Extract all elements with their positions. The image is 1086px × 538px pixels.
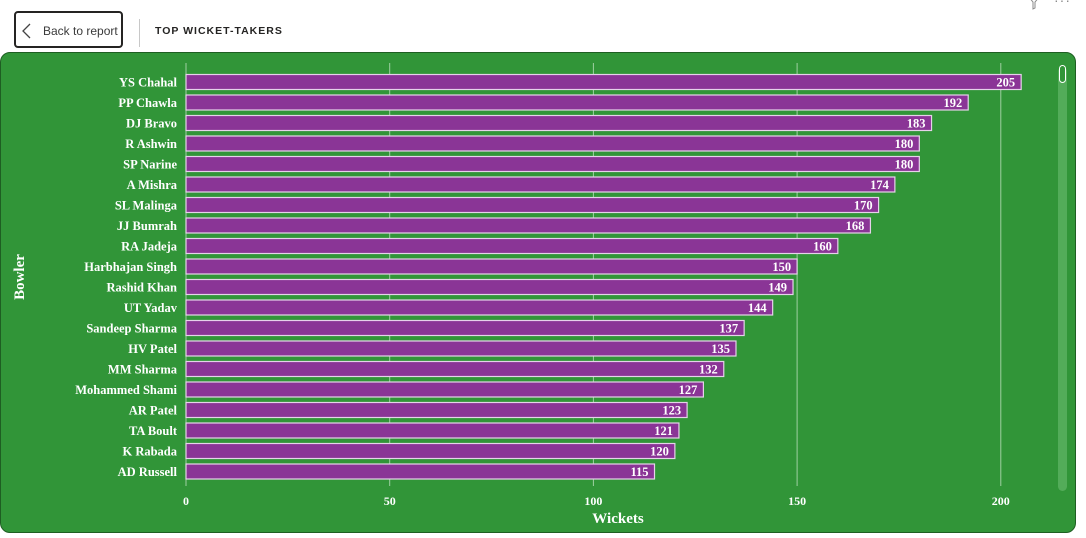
- data-label: 180: [895, 158, 914, 172]
- scrollbar-thumb[interactable]: [1059, 65, 1066, 83]
- category-label: SP Narine: [123, 158, 177, 172]
- data-label: 183: [907, 117, 926, 131]
- data-label: 192: [943, 96, 962, 110]
- bar[interactable]: [185, 237, 839, 255]
- data-label: 168: [846, 219, 865, 233]
- data-label: 150: [772, 260, 791, 274]
- x-axis-ticks: 0 50 100 150 200: [183, 494, 1010, 508]
- category-label: YS Chahal: [119, 76, 178, 90]
- visual-header-icons: ···: [1026, 0, 1086, 10]
- data-label: 121: [654, 424, 673, 438]
- bar[interactable]: [185, 299, 774, 316]
- category-label: Sandeep Sharma: [86, 322, 177, 336]
- category-label: JJ Bumrah: [117, 219, 177, 233]
- x-tick-label: 150: [788, 494, 806, 508]
- bar[interactable]: [185, 319, 745, 337]
- bar[interactable]: [185, 360, 725, 378]
- header-divider: [139, 19, 140, 47]
- x-axis-title: Wickets: [592, 511, 644, 527]
- data-label: 135: [711, 342, 730, 356]
- filter-icon[interactable]: [1026, 0, 1042, 10]
- category-label: SL Malinga: [115, 199, 178, 213]
- bar[interactable]: [185, 196, 880, 214]
- bar[interactable]: [185, 422, 680, 439]
- data-label: 120: [650, 445, 669, 459]
- bar[interactable]: [185, 155, 920, 173]
- more-options-icon[interactable]: ···: [1054, 0, 1071, 8]
- data-label: 127: [679, 383, 698, 397]
- bar[interactable]: [185, 401, 688, 419]
- data-label: 205: [996, 76, 1015, 90]
- data-label: 149: [768, 281, 787, 295]
- category-label: DJ Bravo: [126, 117, 177, 131]
- bar[interactable]: [185, 135, 920, 152]
- x-tick-label: 200: [992, 494, 1010, 508]
- bar[interactable]: [185, 278, 794, 296]
- data-label: 132: [699, 363, 718, 377]
- bar[interactable]: [185, 442, 676, 460]
- category-label: R Ashwin: [125, 137, 177, 151]
- bar[interactable]: [185, 73, 1022, 91]
- chevron-left-icon: [22, 23, 31, 39]
- data-label: 123: [662, 404, 681, 418]
- back-button-label: Back to report: [43, 24, 118, 38]
- chart-panel: 205 192 183 180 180 174 170 168 160 150 149 144 137 1…: [0, 52, 1076, 533]
- category-label: RA Jadeja: [121, 240, 178, 254]
- data-label: 144: [748, 301, 768, 315]
- bar[interactable]: [185, 176, 896, 193]
- category-label: TA Boult: [129, 424, 178, 438]
- category-label: AD Russell: [118, 465, 178, 479]
- category-label: PP Chawla: [118, 96, 177, 110]
- category-label: K Rabada: [122, 445, 177, 459]
- category-label: Mohammed Shami: [75, 383, 177, 397]
- bar[interactable]: [185, 340, 737, 357]
- bar[interactable]: [185, 114, 933, 132]
- data-label: 160: [813, 240, 832, 254]
- bar[interactable]: [185, 258, 798, 275]
- category-label: Harbhajan Singh: [84, 260, 177, 274]
- bar[interactable]: [185, 463, 656, 480]
- category-label: UT Yadav: [124, 301, 178, 315]
- category-label: Rashid Khan: [106, 281, 177, 295]
- page-title: TOP WICKET-TAKERS: [155, 25, 283, 37]
- data-label: 180: [895, 137, 914, 151]
- category-label: A Mishra: [127, 178, 178, 192]
- data-label: 170: [854, 199, 873, 213]
- data-label: 137: [719, 322, 738, 336]
- scrollbar-track[interactable]: [1058, 67, 1067, 491]
- x-tick-label: 100: [584, 494, 602, 508]
- bar[interactable]: [185, 94, 969, 111]
- back-to-report-button[interactable]: Back to report: [14, 11, 123, 48]
- data-label: 174: [870, 178, 890, 192]
- category-label: HV Patel: [128, 342, 177, 356]
- category-label: AR Patel: [129, 404, 178, 418]
- y-axis-title: Bowler: [12, 254, 28, 300]
- bar[interactable]: [185, 217, 872, 234]
- category-labels: YS Chahal PP Chawla DJ Bravo R Ashwin SP Nar…: [75, 76, 178, 480]
- x-tick-label: 50: [384, 494, 396, 508]
- data-label: 115: [630, 465, 648, 479]
- x-tick-label: 0: [183, 494, 189, 508]
- bar[interactable]: [185, 381, 704, 398]
- category-label: MM Sharma: [108, 363, 178, 377]
